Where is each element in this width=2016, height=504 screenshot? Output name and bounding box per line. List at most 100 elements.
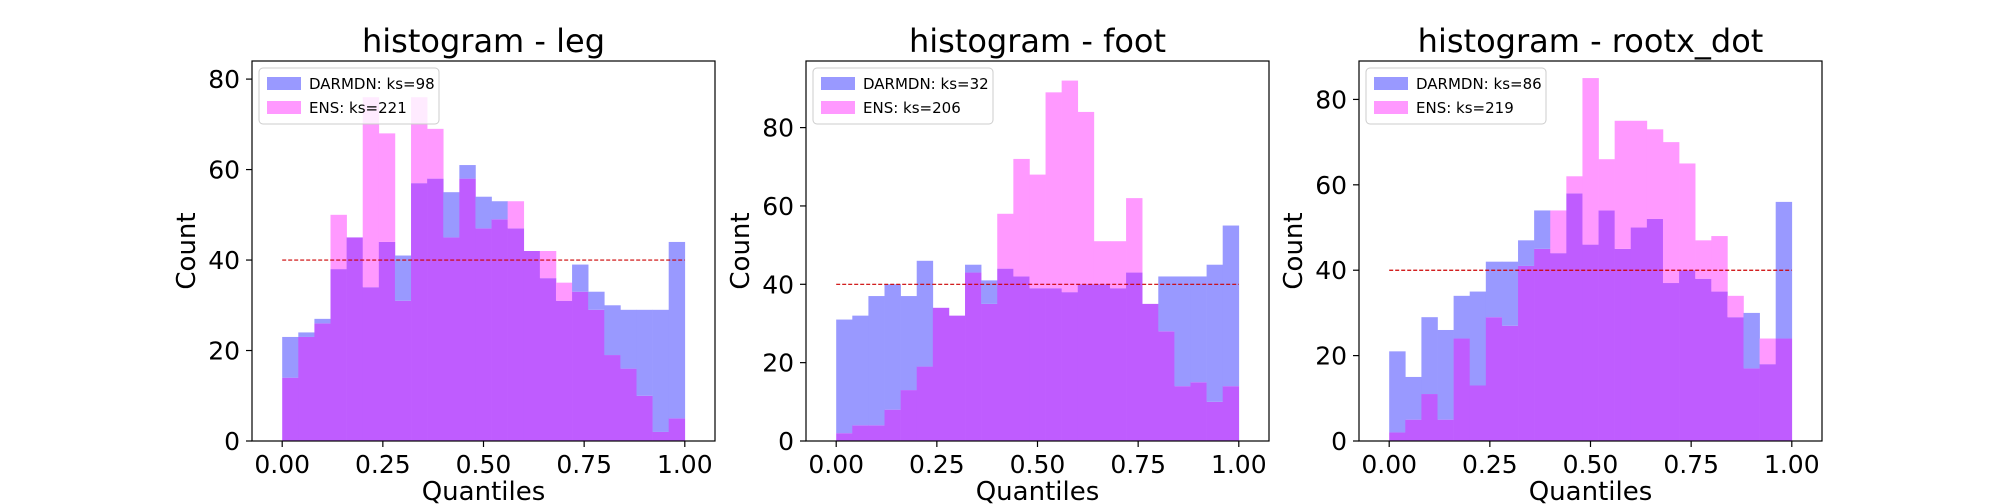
y-tick-label: 60 bbox=[762, 192, 794, 221]
bar-overlap bbox=[1389, 432, 1406, 441]
bar-darmdn bbox=[668, 241, 686, 419]
bar-overlap bbox=[282, 377, 299, 441]
x-tick-label: 0.75 bbox=[1663, 450, 1719, 479]
bar-overlap bbox=[997, 268, 1014, 441]
bar-overlap bbox=[1469, 385, 1487, 441]
legend-swatch bbox=[821, 77, 855, 90]
bar-overlap bbox=[852, 425, 869, 441]
bar-overlap bbox=[900, 390, 918, 441]
bar-overlap bbox=[1126, 272, 1143, 441]
legend-box bbox=[1365, 67, 1547, 125]
y-tick-label: 60 bbox=[208, 156, 240, 185]
bar-ens bbox=[427, 128, 444, 179]
bar-overlap bbox=[668, 418, 686, 441]
legend-label: DARMDN: ks=86 bbox=[1416, 75, 1542, 93]
bar-overlap bbox=[1077, 284, 1095, 441]
chart-title: histogram - leg bbox=[362, 22, 605, 60]
bar-overlap bbox=[507, 228, 525, 441]
bar-overlap bbox=[1485, 317, 1503, 441]
bar-ens bbox=[1727, 295, 1744, 318]
bar-overlap bbox=[1759, 364, 1776, 441]
bar-ens bbox=[1029, 174, 1046, 289]
bar-overlap bbox=[588, 309, 605, 441]
legend-label: ENS: ks=221 bbox=[309, 99, 407, 117]
legend-label: DARMDN: ks=98 bbox=[309, 75, 435, 93]
bar-darmdn bbox=[836, 319, 853, 434]
bar-darmdn bbox=[1501, 261, 1519, 326]
x-tick-label: 0.00 bbox=[1361, 450, 1417, 479]
bar-overlap bbox=[298, 336, 315, 441]
bar-overlap bbox=[1093, 284, 1111, 441]
bar-overlap bbox=[1174, 386, 1191, 441]
bar-darmdn bbox=[884, 284, 901, 410]
bar-overlap bbox=[475, 228, 492, 441]
bar-overlap bbox=[1550, 253, 1567, 441]
legend: DARMDN: ks=86 ENS: ks=219 bbox=[1365, 67, 1547, 125]
bar-overlap bbox=[1405, 419, 1422, 441]
y-axis-label: Count bbox=[172, 212, 202, 289]
bar-overlap bbox=[884, 409, 901, 441]
bar-overlap bbox=[362, 287, 380, 441]
y-tick-label: 20 bbox=[762, 349, 794, 378]
legend-swatch bbox=[267, 101, 301, 114]
bar-overlap bbox=[965, 272, 982, 441]
y-tick-label: 80 bbox=[208, 65, 240, 94]
bar-overlap bbox=[1222, 386, 1240, 441]
legend-box bbox=[812, 67, 994, 125]
bar-darmdn bbox=[1174, 276, 1191, 387]
x-tick-label: 0.00 bbox=[808, 450, 864, 479]
bar-darmdn bbox=[1389, 351, 1406, 433]
bar-overlap bbox=[1775, 338, 1793, 441]
bar-ens bbox=[1109, 241, 1127, 289]
bar-overlap bbox=[1158, 331, 1175, 441]
bar-overlap bbox=[620, 368, 637, 441]
bar-darmdn bbox=[1453, 295, 1471, 339]
x-tick-label: 1.00 bbox=[1764, 450, 1820, 479]
bar-overlap bbox=[1437, 419, 1454, 441]
bar-overlap bbox=[1029, 288, 1046, 441]
bar-darmdn bbox=[1743, 312, 1760, 369]
bar-ens bbox=[997, 213, 1014, 269]
bar-overlap bbox=[443, 237, 460, 441]
bar-overlap bbox=[1679, 270, 1696, 441]
legend: DARMDN: ks=32 ENS: ks=206 bbox=[812, 67, 994, 125]
x-axis-label: Quantiles bbox=[1529, 477, 1653, 504]
bar-darmdn bbox=[852, 315, 869, 426]
bar-darmdn bbox=[652, 309, 669, 432]
x-tick-label: 0.50 bbox=[1010, 450, 1066, 479]
bar-overlap bbox=[1582, 244, 1599, 441]
bar-overlap bbox=[539, 278, 557, 441]
bar-darmdn bbox=[636, 309, 653, 396]
bar-overlap bbox=[1421, 394, 1438, 441]
bar-darmdn bbox=[491, 201, 508, 220]
legend-box bbox=[258, 67, 440, 125]
x-tick-label: 0.50 bbox=[456, 450, 512, 479]
bar-overlap bbox=[555, 300, 573, 441]
bar-ens bbox=[1582, 78, 1599, 245]
chart-panel-2: 0.00 0.25 0.50 0.75 1.00 0 20 40 60 80 histogram -… bbox=[726, 22, 1270, 504]
bar-overlap bbox=[1061, 292, 1079, 441]
y-tick-label: 20 bbox=[208, 337, 240, 366]
y-tick-label: 80 bbox=[1315, 85, 1347, 114]
chart-title: histogram - foot bbox=[909, 22, 1166, 60]
bar-overlap bbox=[948, 315, 966, 441]
bar-overlap bbox=[1566, 193, 1583, 441]
bar-darmdn bbox=[1469, 291, 1487, 386]
bar-overlap bbox=[523, 251, 541, 441]
y-tick-label: 20 bbox=[1315, 342, 1347, 371]
chart-panel-1: 0.00 0.25 0.50 0.75 1.00 0 20 40 60 80 histogram -… bbox=[172, 22, 716, 504]
legend-label: ENS: ks=219 bbox=[1416, 99, 1514, 117]
bar-overlap bbox=[346, 237, 364, 441]
bar-ens bbox=[1646, 129, 1664, 219]
bar-darmdn bbox=[965, 264, 982, 273]
x-tick-label: 0.00 bbox=[254, 450, 310, 479]
bar-ens bbox=[1630, 120, 1648, 228]
bar-darmdn bbox=[1206, 264, 1223, 402]
bar-overlap bbox=[1614, 248, 1632, 441]
bar-overlap bbox=[916, 366, 934, 441]
bar-darmdn bbox=[620, 309, 637, 369]
bar-ens bbox=[1614, 120, 1632, 249]
bar-overlap bbox=[459, 178, 476, 441]
bar-darmdn bbox=[1405, 376, 1422, 420]
